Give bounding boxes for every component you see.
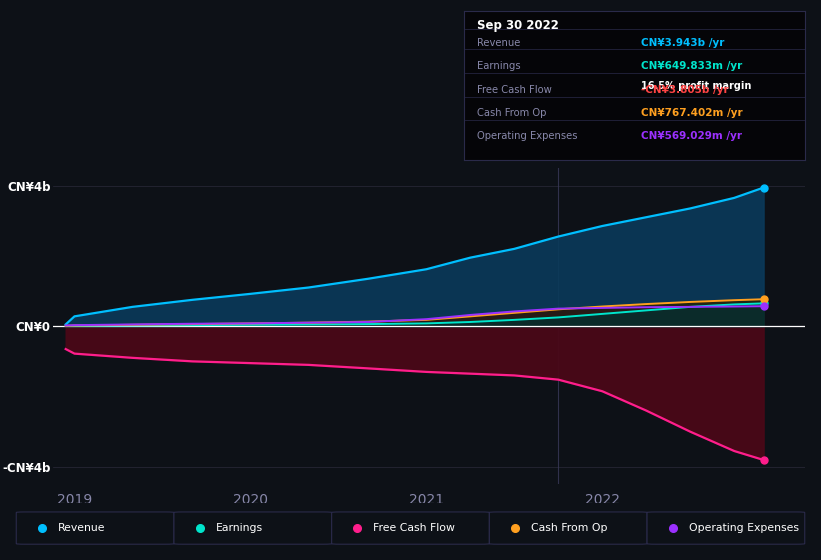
Text: Sep 30 2022: Sep 30 2022 [478,18,559,31]
Text: Free Cash Flow: Free Cash Flow [478,86,553,95]
Text: Cash From Op: Cash From Op [531,523,608,533]
FancyBboxPatch shape [489,512,647,544]
Text: CN¥767.402m /yr: CN¥767.402m /yr [641,108,743,118]
Text: Operating Expenses: Operating Expenses [478,130,578,141]
Text: CN¥649.833m /yr: CN¥649.833m /yr [641,61,742,71]
Text: Earnings: Earnings [478,61,521,71]
Text: Free Cash Flow: Free Cash Flow [374,523,456,533]
FancyBboxPatch shape [16,512,174,544]
Text: CN¥3.943b /yr: CN¥3.943b /yr [641,38,724,48]
FancyBboxPatch shape [174,512,332,544]
Text: Revenue: Revenue [478,38,521,48]
FancyBboxPatch shape [647,512,805,544]
Text: Earnings: Earnings [216,523,263,533]
Text: CN¥569.029m /yr: CN¥569.029m /yr [641,130,742,141]
Text: 16.5% profit margin: 16.5% profit margin [641,81,751,91]
Text: Cash From Op: Cash From Op [478,108,547,118]
FancyBboxPatch shape [332,512,489,544]
Text: Revenue: Revenue [58,523,106,533]
Text: Operating Expenses: Operating Expenses [689,523,799,533]
Text: -CN¥3.805b /yr: -CN¥3.805b /yr [641,86,729,95]
